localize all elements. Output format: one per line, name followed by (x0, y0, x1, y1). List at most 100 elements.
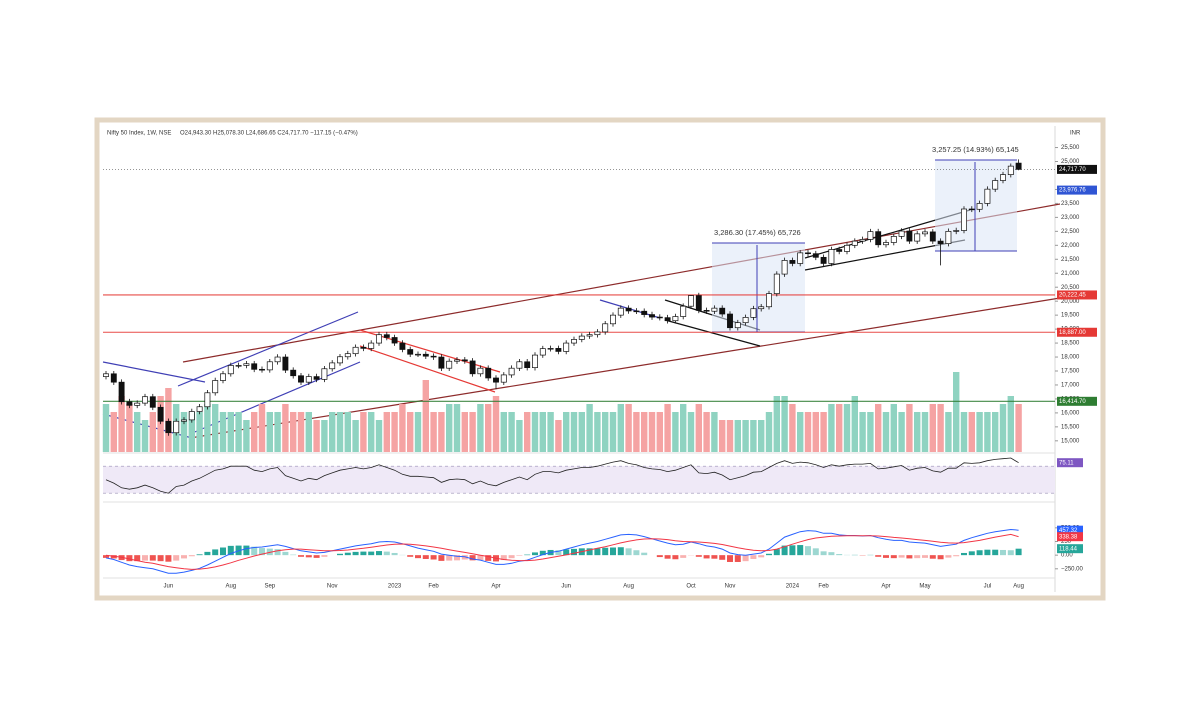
candle-body (305, 376, 312, 383)
macd-histogram-bar (508, 555, 515, 559)
volume-bar (313, 420, 320, 452)
volume-bar (664, 404, 671, 452)
macd-histogram-bar (610, 547, 616, 556)
volume-bar (711, 412, 718, 452)
macd-histogram-bar (594, 548, 601, 556)
macd-histogram-bar (227, 545, 234, 556)
candle-body (836, 249, 843, 252)
candle-body (875, 231, 882, 246)
macd-histogram-bar (430, 555, 437, 560)
volume-bar (524, 412, 531, 452)
macd-histogram-bar (719, 555, 726, 560)
volume-bar (617, 404, 624, 452)
candle-body (259, 368, 265, 371)
candle-body (766, 293, 772, 308)
candle-body (329, 362, 336, 370)
candle-body (890, 236, 897, 243)
macd-histogram-bar (165, 555, 172, 562)
candle-body (422, 353, 429, 357)
y-tick-label: 20,500 (1061, 285, 1080, 291)
y-tick-label: 22,500 (1061, 229, 1080, 235)
macd-histogram-bar (251, 546, 258, 556)
candle-body (446, 360, 453, 369)
measure-label: 3,286.30 (17.45%) 65,726 (714, 228, 801, 237)
y-tick-label: 15,500 (1061, 424, 1080, 430)
volume-bar (531, 412, 539, 452)
candle-body (196, 406, 203, 412)
macd-histogram-bar (532, 552, 538, 556)
volume-bar (516, 420, 523, 452)
macd-histogram-bar (922, 555, 928, 558)
volume-bar (953, 372, 960, 452)
macd-histogram-bar (906, 555, 913, 559)
macd-histogram-bar (485, 555, 492, 561)
volume-bar (204, 404, 211, 452)
trend-line (664, 319, 761, 347)
candle-body (547, 348, 554, 350)
x-tick-label: Aug (1013, 584, 1024, 590)
volume-bar (134, 412, 141, 452)
x-tick-label: Nov (327, 584, 338, 590)
volume-bar (141, 420, 149, 452)
volume-bar (680, 404, 687, 452)
trend-line (182, 203, 1061, 363)
volume-bar (180, 412, 188, 452)
volume-bar (375, 420, 383, 452)
volume-bar (898, 412, 905, 452)
volume-bar (563, 412, 570, 452)
macd-histogram-bar (883, 555, 889, 558)
trend-line (359, 345, 496, 393)
x-tick-label: May (919, 584, 930, 590)
rsi-tag (1057, 458, 1083, 468)
candle-body (165, 420, 172, 434)
y-tick-label: 21,000 (1061, 271, 1080, 277)
macd-histogram-bar (110, 555, 117, 559)
candle-body (820, 256, 827, 264)
macd-histogram-bar (173, 555, 180, 561)
macd-histogram-bar (617, 547, 624, 556)
price-tag-label: 18,887.00 (1059, 330, 1086, 336)
macd-histogram-bar (898, 555, 905, 558)
candle-body (149, 396, 156, 408)
macd-histogram-bar (352, 551, 359, 556)
candle-body (251, 363, 258, 370)
macd-histogram-bar (422, 555, 429, 559)
volume-bar (305, 412, 312, 452)
candle-body (477, 367, 484, 375)
volume-bar (282, 404, 289, 452)
candle-body (274, 356, 281, 363)
candle-body (750, 308, 757, 318)
candle-body (945, 230, 952, 244)
volume-bar (882, 412, 890, 452)
candle-body (282, 356, 289, 371)
price-tag-label: 16,414.70 (1059, 399, 1086, 405)
macd-histogram-bar (298, 555, 304, 557)
macd-histogram-bar (344, 552, 351, 556)
macd-histogram-bar (305, 555, 312, 558)
macd-histogram-bar (243, 545, 250, 556)
volume-bar (890, 404, 897, 452)
candle-body (204, 392, 211, 408)
candle-body (719, 307, 726, 315)
candle-body (937, 240, 944, 244)
macd-histogram-bar (391, 552, 398, 556)
macd-tag (1057, 544, 1083, 554)
candle-body (173, 420, 180, 434)
macd-histogram-bar (516, 555, 523, 556)
volume-bar (368, 412, 375, 452)
volume-bar (687, 412, 695, 452)
macd-histogram-bar (937, 555, 944, 560)
macd-histogram-bar (820, 551, 827, 556)
x-tick-label: Nov (725, 584, 736, 590)
candle-body (103, 373, 109, 377)
macd-histogram-bar (758, 555, 765, 558)
volume-bar (469, 412, 476, 452)
volume-bar (329, 412, 336, 452)
candle-body (188, 411, 195, 421)
candle-body (181, 419, 187, 422)
macd-histogram-bar (953, 555, 960, 557)
macd-histogram-bar (625, 548, 632, 556)
volume-bar (804, 412, 812, 452)
volume-bar (875, 404, 882, 452)
volume-bar (789, 404, 796, 452)
